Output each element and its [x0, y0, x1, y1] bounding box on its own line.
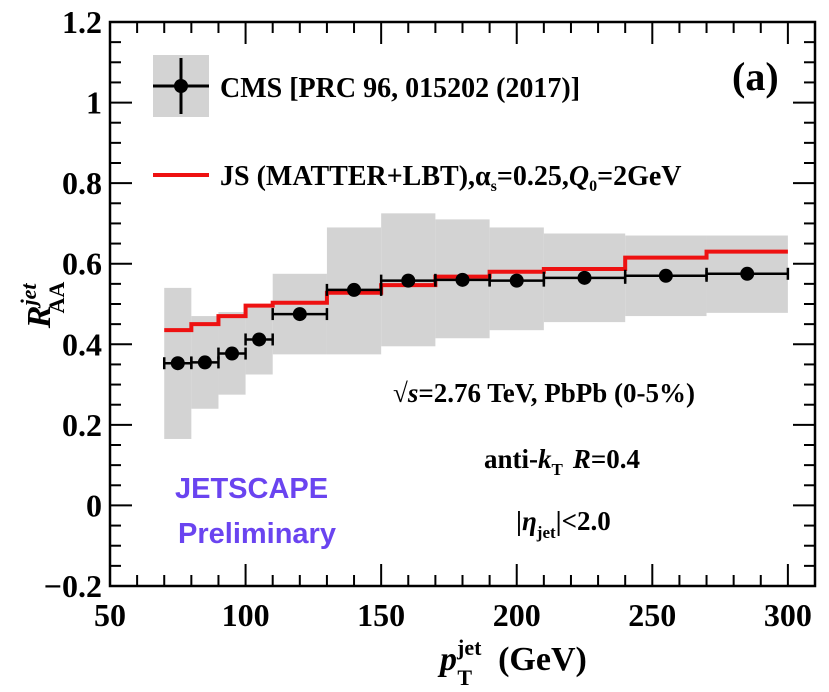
cms-point-4: [292, 307, 307, 322]
x-tick-label-150: 150: [357, 597, 405, 633]
cms-point-7: [455, 272, 470, 287]
watermark-preliminary: Preliminary: [178, 518, 336, 550]
x-tick-label-200: 200: [493, 597, 541, 633]
x-tick-label-300: 300: [764, 597, 812, 633]
y-axis-title: Rjet AA: [16, 282, 69, 330]
cms-point-2: [225, 346, 240, 361]
energy-annotation: √s=2.76 TeV, PbPb (0-5%): [393, 378, 695, 408]
legend-cms-marker: [174, 79, 188, 93]
cms-point-10: [658, 268, 673, 283]
legend: CMS [PRC 96, 015202 (2017)] JS (MATTER+L…: [153, 55, 682, 195]
y-tick-label-5: 0.8: [62, 165, 102, 201]
cms-point-0: [170, 356, 185, 371]
cms-point-1: [197, 355, 212, 370]
y-tick-label-7: 1.2: [62, 4, 102, 40]
y-tick-label-6: 1: [86, 85, 102, 121]
watermark-jetscape: JETSCAPE: [175, 473, 328, 505]
x-tick-label-50: 50: [94, 597, 126, 633]
eta-cut-annotation: |ηjet|<2.0: [516, 506, 611, 542]
cms-point-5: [347, 282, 362, 297]
y-tick-labels: −0.2 0 0.2 0.4 0.6 0.8 1 1.2: [44, 4, 102, 604]
panel-label: (a): [732, 54, 779, 99]
y-tick-label-4: 0.6: [62, 246, 102, 282]
x-axis-title: pjet T (GeV): [437, 635, 587, 690]
jet-algorithm-annotation: anti-kT R=0.4: [484, 444, 640, 479]
legend-cms-label: CMS [PRC 96, 015202 (2017)]: [220, 73, 580, 104]
axis-ticks: [109, 21, 816, 587]
legend-js-label: JS (MATTER+LBT),αs=0.25,Q0=2GeV: [220, 161, 682, 195]
cms-point-9: [577, 270, 592, 285]
x-tick-label-100: 100: [222, 597, 270, 633]
y-tick-label-2: 0.2: [62, 407, 102, 443]
y-tick-label-1: 0: [86, 487, 102, 523]
y-tick-label-3: 0.4: [62, 326, 102, 362]
cms-point-3: [252, 332, 267, 347]
cms-data-series: [162, 266, 790, 371]
x-tick-label-250: 250: [628, 597, 676, 633]
cms-point-11: [740, 266, 755, 281]
cms-point-8: [509, 273, 524, 288]
x-tick-labels: 50 100 150 200 250 300: [94, 597, 812, 633]
cms-point-6: [401, 273, 416, 288]
y-tick-label-0: −0.2: [44, 568, 102, 604]
